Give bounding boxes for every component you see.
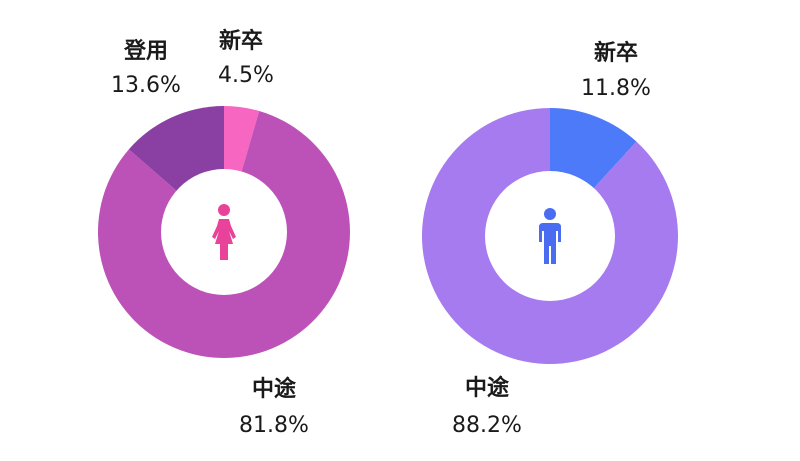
slice-label-toyo-women: 登用	[123, 39, 168, 64]
slice-value-shinsotsu-women: 4.5%	[218, 63, 274, 88]
slice-label-shinsotsu-men: 新卒	[594, 40, 638, 66]
slice-value-toyo-women: 13.6%	[111, 73, 181, 98]
chart-women: 新卒 4.5% 登用 13.6% 中途 81.8%	[97, 28, 350, 438]
slice-value-shinsotsu-men: 11.8%	[581, 76, 651, 101]
chart-men: 新卒 11.8% 中途 88.2%	[421, 40, 678, 438]
slice-label-chuto-women: 中途	[252, 376, 297, 402]
female-person-icon	[212, 204, 236, 260]
male-person-icon	[539, 208, 561, 264]
slice-label-chuto-men: 中途	[465, 375, 510, 401]
slice-value-chuto-women: 81.8%	[239, 413, 309, 438]
slice-value-chuto-men: 88.2%	[452, 413, 522, 438]
slice-label-shinsotsu-women: 新卒	[219, 28, 263, 54]
